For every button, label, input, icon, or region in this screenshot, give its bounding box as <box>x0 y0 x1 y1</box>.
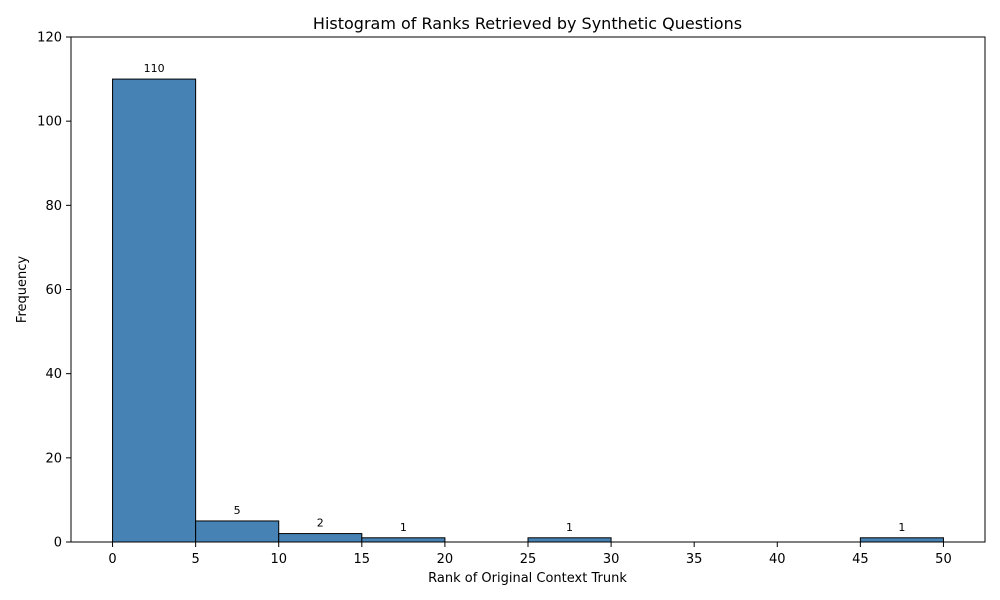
plot-frame <box>70 36 986 543</box>
bar-data-label: 1 <box>400 521 407 534</box>
y-tick-label: 40 <box>45 367 62 382</box>
x-tick-label: 45 <box>852 552 869 567</box>
chart-title: Histogram of Ranks Retrieved by Syntheti… <box>313 14 742 33</box>
y-tick-label: 100 <box>37 115 62 130</box>
y-axis-ticks: 0 20 40 60 80 100 120 <box>37 31 71 551</box>
data-labels-group: 110 5 2 1 1 1 <box>144 62 906 534</box>
y-tick-label: 20 <box>45 451 62 466</box>
bar-data-label: 1 <box>898 521 905 534</box>
x-tick-label: 25 <box>520 552 537 567</box>
bars-group <box>112 78 944 543</box>
x-axis-ticks: 0 5 10 15 20 25 30 35 40 45 50 <box>108 542 952 567</box>
y-tick-label: 120 <box>37 31 62 46</box>
histogram-bar <box>195 520 280 543</box>
bar-data-label: 1 <box>566 521 573 534</box>
histogram-bar <box>527 537 612 543</box>
y-tick-label: 0 <box>54 536 62 551</box>
x-tick-label: 5 <box>191 552 199 567</box>
y-tick-label: 60 <box>45 283 62 298</box>
histogram-bar <box>112 78 197 543</box>
x-tick-label: 15 <box>354 552 371 567</box>
y-tick-label: 80 <box>45 199 62 214</box>
x-tick-label: 10 <box>270 552 287 567</box>
x-tick-label: 20 <box>437 552 454 567</box>
x-tick-label: 35 <box>686 552 703 567</box>
plot-area: 110 5 2 1 1 1 0 5 10 15 20 25 30 35 40 45 50 0 20 40 60 80 1… <box>37 31 986 567</box>
x-axis-label: Rank of Original Context Trunk <box>428 571 627 586</box>
y-axis-label: Frequency <box>15 256 30 323</box>
x-tick-label: 40 <box>769 552 786 567</box>
x-tick-label: 50 <box>935 552 952 567</box>
x-tick-label: 0 <box>108 552 116 567</box>
histogram-bar <box>361 537 446 543</box>
bar-data-label: 5 <box>234 504 241 517</box>
bar-data-label: 110 <box>144 62 165 75</box>
histogram-bar <box>859 537 944 543</box>
bar-data-label: 2 <box>317 517 324 530</box>
x-tick-label: 30 <box>603 552 620 567</box>
histogram-bar <box>278 533 363 543</box>
